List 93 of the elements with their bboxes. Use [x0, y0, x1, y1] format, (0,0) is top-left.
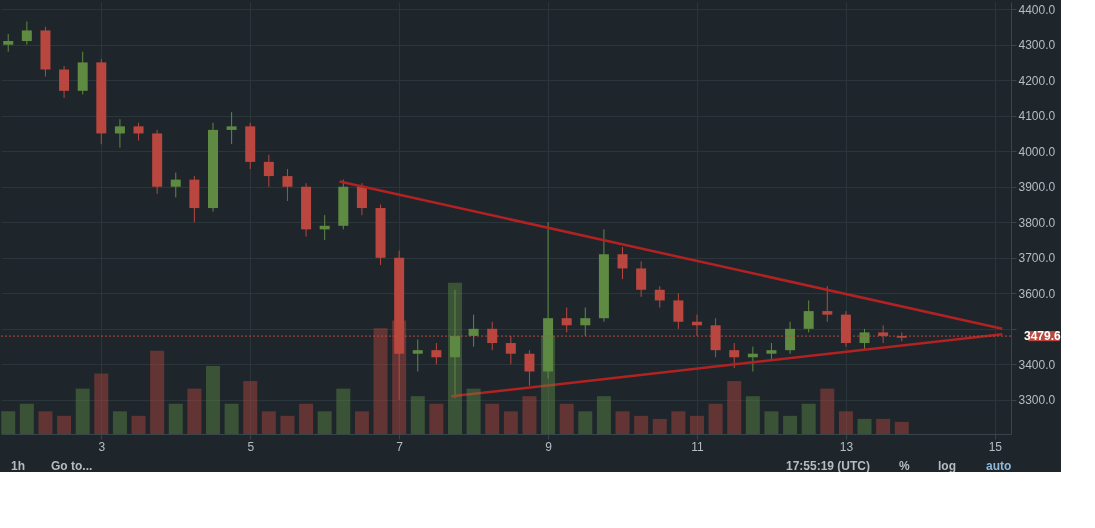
bar	[354, 411, 369, 434]
bar	[261, 411, 276, 434]
bar	[894, 421, 909, 434]
candlestick	[673, 292, 684, 330]
x-tick-label: 7	[396, 439, 404, 454]
x-tick-label: 13	[839, 439, 854, 454]
candlestick	[263, 154, 274, 188]
bar	[94, 373, 109, 434]
y-tick-label: 3700.0	[1018, 251, 1056, 266]
candlestick	[170, 172, 181, 198]
x-tick-label: 5	[247, 439, 255, 454]
bar	[708, 403, 723, 434]
bar	[336, 388, 351, 434]
candlestick	[654, 285, 665, 309]
bar	[596, 396, 611, 434]
bar	[745, 396, 760, 434]
bar	[857, 418, 872, 434]
candlestick	[580, 307, 591, 337]
bar	[224, 403, 239, 434]
y-tick-label: 3600.0	[1018, 286, 1056, 301]
bar	[671, 411, 686, 434]
bar	[727, 381, 742, 434]
text: %	[899, 459, 910, 473]
candlestick	[803, 299, 814, 333]
text: log	[938, 459, 956, 473]
text: 17:55:19 (UTC)	[786, 459, 871, 473]
text: Go to...	[51, 459, 93, 473]
text: auto	[986, 459, 1012, 473]
bar	[503, 411, 518, 434]
x-tick-label: 3	[98, 439, 106, 454]
x-tick-label: 15	[988, 439, 1003, 454]
candlestick	[282, 168, 293, 202]
bar	[19, 403, 34, 434]
bar	[1, 411, 16, 434]
bar	[373, 328, 388, 434]
candlestick	[356, 182, 367, 216]
y-tick-label: 3800.0	[1018, 215, 1056, 230]
bar	[317, 411, 332, 434]
bar	[150, 350, 165, 434]
bar	[764, 411, 779, 434]
candlestick	[412, 339, 423, 372]
bar	[112, 411, 127, 434]
candlestick	[636, 260, 647, 298]
candlestick	[226, 111, 237, 145]
bar	[131, 415, 146, 434]
y-tick-label: 3900.0	[1018, 180, 1056, 195]
bar	[689, 415, 704, 434]
bar	[801, 403, 816, 434]
bar	[876, 418, 891, 434]
text: 1h	[11, 459, 26, 473]
candlestick	[468, 314, 479, 348]
x-tick-label: 11	[691, 439, 705, 454]
y-tick-label: 4400.0	[1018, 2, 1056, 17]
bar	[578, 411, 593, 434]
candlestick	[729, 342, 740, 369]
bar	[485, 403, 500, 434]
bar	[299, 403, 314, 434]
bar	[783, 415, 798, 434]
bar	[280, 415, 295, 434]
bar	[410, 396, 425, 434]
candlestick	[524, 349, 535, 387]
bar	[447, 282, 462, 434]
bar	[820, 388, 835, 434]
bar	[559, 403, 574, 434]
y-tick-label: 4200.0	[1018, 73, 1056, 88]
y-tick-label: 4100.0	[1018, 109, 1056, 124]
candlestick	[114, 118, 125, 149]
bar	[634, 415, 649, 434]
bar	[466, 388, 481, 434]
y-tick-label: 3300.0	[1018, 393, 1056, 408]
candlestick	[59, 65, 70, 99]
candlestick	[431, 342, 442, 365]
candlestick	[21, 21, 32, 46]
bar	[187, 388, 202, 434]
bar	[243, 381, 258, 434]
bar	[522, 396, 537, 434]
bar	[57, 415, 72, 434]
candlestick	[561, 307, 572, 333]
bar	[75, 388, 90, 434]
y-tick-label: 3400.0	[1018, 357, 1056, 372]
bar	[168, 403, 183, 434]
bar	[206, 365, 220, 434]
candlestick	[785, 321, 796, 355]
bar	[429, 403, 444, 434]
candlestick	[822, 285, 833, 323]
candlestick	[617, 246, 628, 280]
bar	[652, 418, 667, 434]
y-tick-label: 4000.0	[1018, 144, 1056, 159]
y-tick-label: 4300.0	[1018, 38, 1056, 53]
x-tick-label: 9	[545, 439, 553, 454]
bar	[615, 411, 630, 434]
bar	[38, 411, 53, 434]
bar	[838, 411, 853, 434]
